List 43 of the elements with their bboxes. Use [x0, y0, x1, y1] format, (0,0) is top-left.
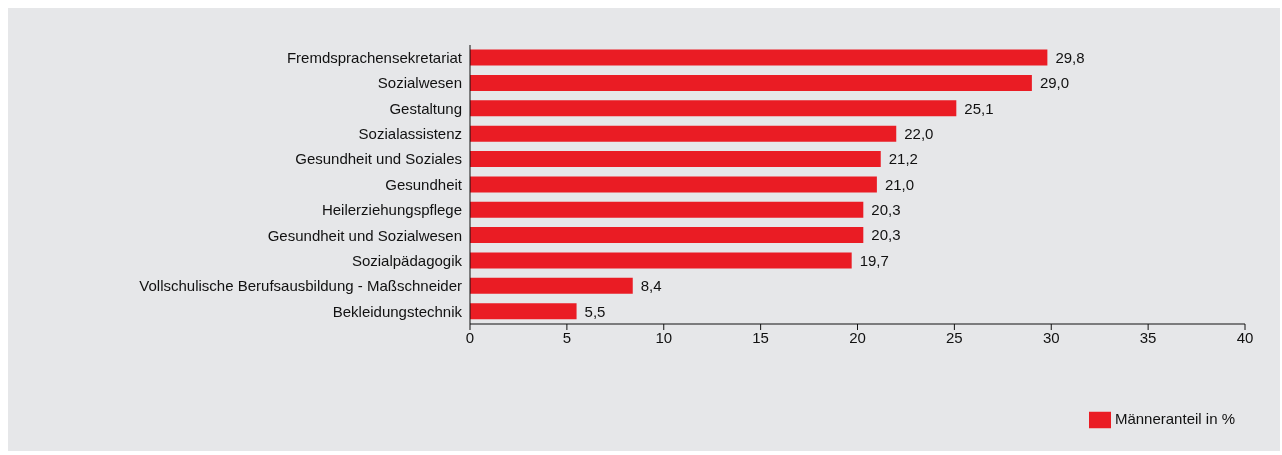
data-label: 5,5: [584, 302, 606, 320]
y-tick-label: Sozialwesen: [377, 74, 462, 92]
x-tick-label: 40: [1236, 328, 1254, 346]
bar: [470, 151, 881, 168]
data-label: 29,0: [1039, 74, 1070, 92]
legend-label: Männeranteil in %: [1114, 409, 1235, 427]
bar: [470, 227, 864, 244]
bar: [470, 176, 877, 193]
data-label: 25,1: [964, 99, 994, 117]
x-tick-label: 5: [562, 328, 572, 346]
y-tick-label: Sozialassistenz: [358, 125, 462, 143]
data-label: 21,2: [888, 150, 918, 168]
x-tick-label: 0: [465, 328, 475, 346]
data-label: 8,4: [640, 277, 662, 295]
y-tick-label: Heilerziehungspflege: [321, 201, 462, 219]
data-label: 20,3: [871, 226, 901, 244]
bar: [470, 252, 852, 269]
y-tick-label: Sozialpädagogik: [351, 251, 463, 269]
x-tick-label: 35: [1139, 328, 1157, 346]
bar: [470, 74, 1032, 91]
x-tick-label: 20: [849, 328, 866, 346]
y-tick-label: Vollschulische Berufsausbildung - Maßschneider: [139, 277, 462, 295]
x-tick-label: 25: [946, 328, 963, 346]
x-tick-label: 10: [655, 328, 673, 346]
data-label: 29,8: [1055, 48, 1085, 66]
x-tick-label: 15: [752, 328, 769, 346]
x-tick-label: 30: [1042, 328, 1060, 346]
data-label: 19,7: [859, 251, 889, 269]
y-tick-label: Gesundheit: [385, 175, 463, 193]
data-label: 22,0: [904, 124, 934, 142]
bar: [470, 125, 897, 142]
data-label: 20,3: [871, 201, 901, 219]
bar: [470, 100, 957, 117]
y-tick-label: Gestaltung: [389, 99, 462, 117]
bar: [470, 277, 633, 294]
y-tick-label: Gesundheit und Soziales: [295, 150, 462, 168]
bar: [470, 201, 864, 218]
data-label: 21,0: [884, 175, 915, 193]
y-tick-label: Fremdsprachensekretariat: [286, 49, 463, 67]
y-tick-label: Gesundheit und Sozialwesen: [267, 226, 462, 244]
bar: [470, 49, 1048, 66]
bar: [470, 303, 577, 320]
y-tick-label: Bekleidungstechnik: [332, 302, 463, 320]
